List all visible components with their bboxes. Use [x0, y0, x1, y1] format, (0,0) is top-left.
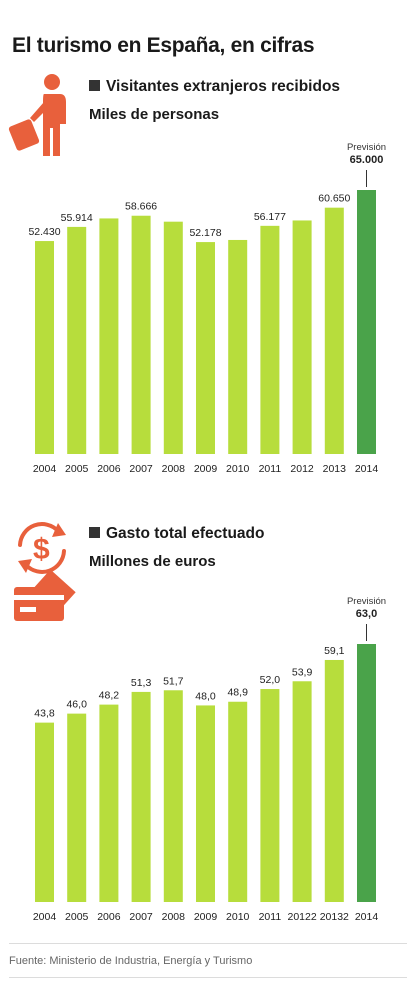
chart1-title: Visitantes extranjeros recibidos: [89, 78, 340, 96]
bar-2008: [163, 690, 183, 902]
bar-2005: [67, 713, 87, 902]
bar-2004: [35, 241, 54, 454]
category-label: 2005: [65, 463, 89, 475]
category-label: 2004: [33, 463, 57, 475]
value-label: 48,9: [227, 687, 248, 699]
value-label: 53,9: [292, 666, 313, 678]
value-label: 51,7: [163, 675, 184, 687]
bar-2010: [228, 239, 248, 454]
category-label: 2006: [97, 911, 121, 923]
category-label: 2012: [290, 463, 314, 475]
bar-2007: [131, 215, 151, 454]
category-label: 2008: [162, 463, 186, 475]
bar-20132: [324, 659, 344, 902]
value-label: 46,0: [66, 699, 87, 711]
bar-2014: [357, 190, 376, 454]
category-label: 2007: [129, 463, 153, 475]
bar-2014: [357, 644, 376, 902]
bar-2009: [196, 242, 215, 454]
category-label: 2009: [194, 911, 218, 923]
category-label: 20132: [320, 911, 349, 923]
bar-2004: [35, 722, 54, 902]
chart2-title: Gasto total efectuado: [89, 525, 264, 543]
divider: [9, 977, 407, 978]
value-label: 51,3: [131, 677, 152, 689]
bar-2006: [99, 218, 119, 454]
value-label: 56.177: [254, 211, 286, 223]
value-label: 60.650: [318, 193, 350, 205]
bar-2010: [228, 701, 248, 902]
bar-2008: [163, 221, 183, 454]
bar-2011: [260, 225, 280, 454]
value-label: 59,1: [324, 645, 345, 657]
bar-2009: [196, 705, 215, 902]
category-label: 2009: [194, 463, 218, 475]
category-label: 2013: [323, 463, 347, 475]
category-label: 2006: [97, 463, 121, 475]
forecast-label: Previsión: [347, 596, 386, 607]
chart2-unit: Millones de euros: [89, 553, 216, 570]
page-title: El turismo en España, en cifras: [12, 34, 315, 57]
value-label: 65.000: [350, 154, 384, 166]
value-label: 52,0: [260, 674, 281, 686]
traveler-with-suitcase-icon: [8, 74, 66, 156]
value-label: 43,8: [34, 708, 55, 720]
chart1-unit: Miles de personas: [89, 106, 220, 123]
bar-20122: [292, 681, 312, 902]
svg-text:$: $: [33, 533, 50, 566]
category-label: 2014: [355, 463, 379, 475]
category-label: 2011: [259, 463, 282, 475]
value-label: 48,2: [99, 690, 120, 702]
bar-2012: [292, 220, 312, 454]
category-label: 2014: [355, 911, 379, 923]
value-label: 48,0: [195, 690, 216, 702]
category-label: 2011: [259, 911, 282, 923]
category-label: 2010: [226, 911, 250, 923]
money-exchange-and-card-icon: $: [14, 522, 76, 621]
forecast-label: Previsión: [347, 142, 386, 153]
bar-2013: [324, 207, 344, 454]
value-label: 58.666: [125, 201, 157, 213]
bar-2011: [260, 689, 280, 902]
value-label: 52.178: [189, 227, 221, 239]
bar-2005: [67, 226, 87, 454]
source-note: Fuente: Ministerio de Industria, Energía…: [9, 955, 253, 967]
value-label: 55.914: [61, 212, 93, 224]
category-label: 2010: [226, 463, 250, 475]
category-label: 2005: [65, 911, 89, 923]
value-label: 52.430: [28, 226, 60, 238]
divider: [9, 943, 407, 944]
category-label: 2007: [129, 911, 153, 923]
category-label: 2008: [162, 911, 186, 923]
value-label: 63,0: [356, 608, 377, 620]
category-label: 2004: [33, 911, 57, 923]
bar-2006: [99, 704, 119, 902]
category-label: 20122: [287, 911, 316, 923]
bar-2007: [131, 691, 151, 902]
